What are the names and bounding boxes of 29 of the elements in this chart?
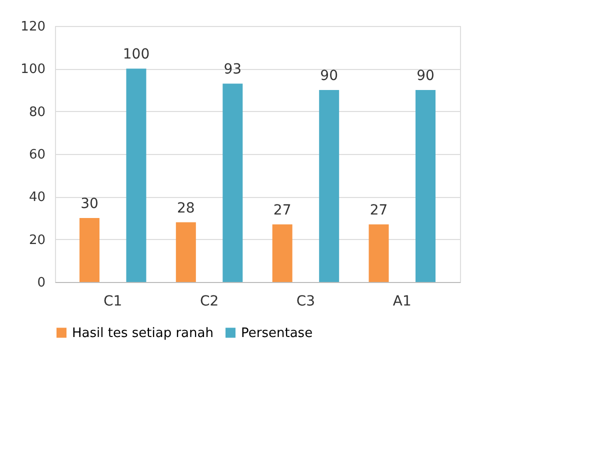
y-tick-label: 80 [28,104,46,120]
bar [416,90,436,282]
bar [222,84,243,282]
data-label: 90 [416,68,434,84]
data-label: 100 [122,46,150,63]
data-label: 30 [80,196,98,212]
bar [79,218,100,282]
legend-label: Hasil tes setiap ranah [72,326,214,341]
y-tick-label: 120 [20,20,46,34]
data-label: 93 [224,62,242,78]
x-tick-label: C1 [104,294,122,310]
legend-label: Persentase [241,326,313,341]
bar [368,224,389,282]
y-tick-label: 100 [20,62,46,78]
y-tick-label: 0 [37,276,46,290]
bar [272,224,292,282]
bar [126,68,146,282]
x-tick-label: C2 [200,294,219,310]
x-tick-label: A1 [392,294,412,310]
y-tick-label: 20 [28,232,46,248]
bar [319,90,340,282]
x-tick-label: C3 [296,294,316,310]
data-label: 90 [320,68,338,84]
data-label: 28 [176,200,195,216]
bar [176,222,196,282]
y-tick-label: 40 [28,190,46,206]
y-tick-label: 60 [28,148,46,162]
data-label: 27 [273,202,292,218]
data-label: 27 [370,202,388,218]
